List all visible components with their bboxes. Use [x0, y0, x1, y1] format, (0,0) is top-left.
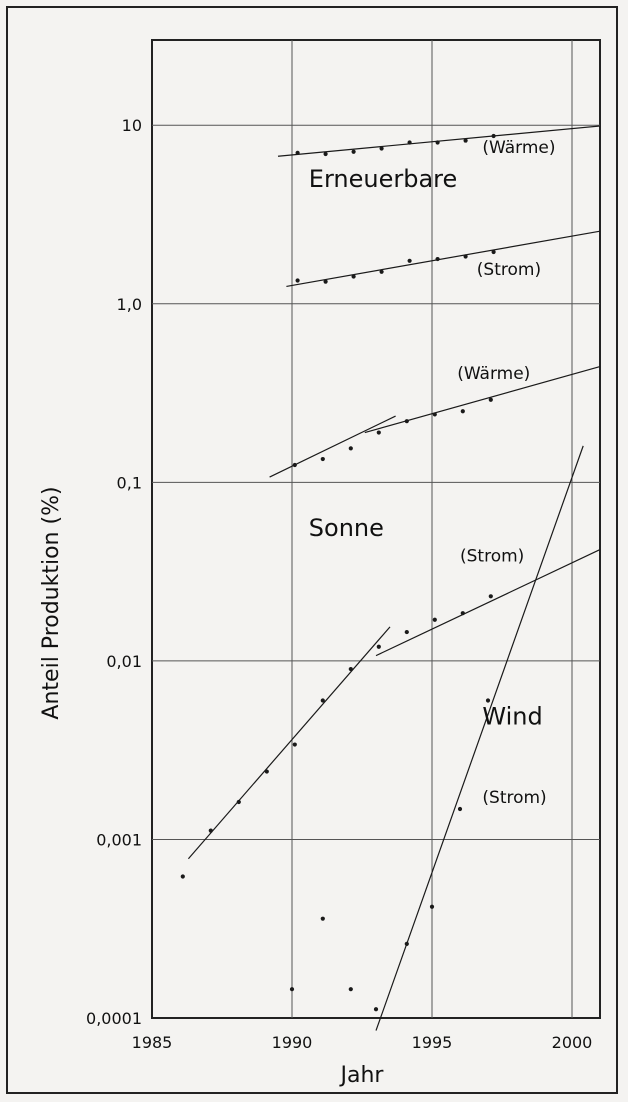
data-point — [404, 419, 409, 424]
data-point — [435, 140, 440, 145]
annotation-label: (Strom) — [477, 260, 541, 280]
annotation-label: Sonne — [309, 514, 384, 542]
y-axis-title: Anteil Produktion (%) — [39, 486, 64, 719]
data-point — [180, 874, 185, 879]
data-point — [457, 806, 463, 812]
y-tick-label: 0,0001 — [86, 1009, 142, 1028]
x-tick-label: 2000 — [552, 1033, 593, 1052]
x-axis-title: Jahr — [339, 1063, 385, 1088]
trend-line — [286, 230, 601, 288]
data-point — [373, 1007, 379, 1012]
data-point — [485, 698, 491, 703]
data-point — [351, 274, 356, 279]
plot-area-border — [151, 39, 601, 1019]
data-point — [435, 256, 440, 262]
annotation-layer: Erneuerbare (Wärme) (Strom) (Wärme) Sonne (St… — [309, 138, 556, 808]
annotation-label: (Strom) — [482, 788, 546, 808]
trend-line — [375, 549, 601, 657]
data-point — [292, 462, 297, 468]
x-tick-label: 1985 — [132, 1033, 173, 1052]
annotation-label: (Wärme) — [457, 364, 530, 384]
trend-line — [187, 626, 391, 860]
data-point — [463, 138, 468, 143]
data-point — [432, 412, 437, 417]
data-point — [348, 666, 353, 672]
data-point — [432, 617, 437, 622]
data-point — [488, 594, 493, 599]
annotation-label: (Wärme) — [482, 138, 555, 158]
annotation-label: Erneuerbare — [309, 165, 457, 193]
data-point — [320, 916, 325, 921]
data-point — [407, 258, 412, 263]
data-point — [376, 430, 381, 435]
data-point — [292, 742, 297, 747]
data-point — [236, 799, 241, 805]
tick-layer: 1985 1990 1995 2000 0,0001 0,001 0,01 0,1 1,0 10 — [86, 116, 592, 1052]
data-point — [348, 987, 353, 992]
data-point — [491, 249, 496, 255]
grid-layer — [151, 39, 601, 1019]
x-tick-label: 1990 — [272, 1033, 313, 1052]
data-point — [429, 904, 435, 909]
data-point — [460, 409, 465, 414]
trend-line — [364, 365, 601, 434]
data-point — [404, 629, 409, 635]
data-point — [379, 146, 384, 151]
data-point — [488, 397, 493, 402]
annotation-label: (Strom) — [460, 547, 524, 567]
data-point — [323, 279, 328, 284]
x-tick-label: 1995 — [412, 1033, 453, 1052]
data-point — [295, 150, 300, 155]
data-point — [348, 446, 353, 451]
data-point — [323, 151, 328, 157]
data-point — [320, 456, 325, 462]
data-point — [376, 644, 381, 649]
trend-line — [375, 445, 584, 1031]
trend-line — [269, 415, 396, 478]
data-point — [460, 611, 465, 616]
y-tick-label: 0,1 — [117, 473, 142, 492]
y-tick-label: 1,0 — [117, 295, 142, 314]
data-point — [208, 828, 213, 833]
annotation-label: Wind — [482, 703, 542, 731]
point-layer — [180, 133, 496, 1012]
y-tick-label: 0,01 — [106, 652, 142, 671]
y-tick-label: 10 — [122, 116, 142, 135]
data-point — [407, 140, 412, 145]
y-tick-label: 0,001 — [96, 830, 142, 849]
data-point — [264, 769, 269, 774]
data-point — [295, 278, 300, 283]
data-point — [320, 698, 325, 703]
data-point — [404, 941, 409, 947]
data-point — [379, 269, 384, 274]
data-point — [491, 133, 496, 139]
data-point — [289, 987, 295, 992]
figure-frame — [6, 6, 618, 1094]
data-point — [351, 149, 356, 154]
data-point — [463, 254, 468, 259]
